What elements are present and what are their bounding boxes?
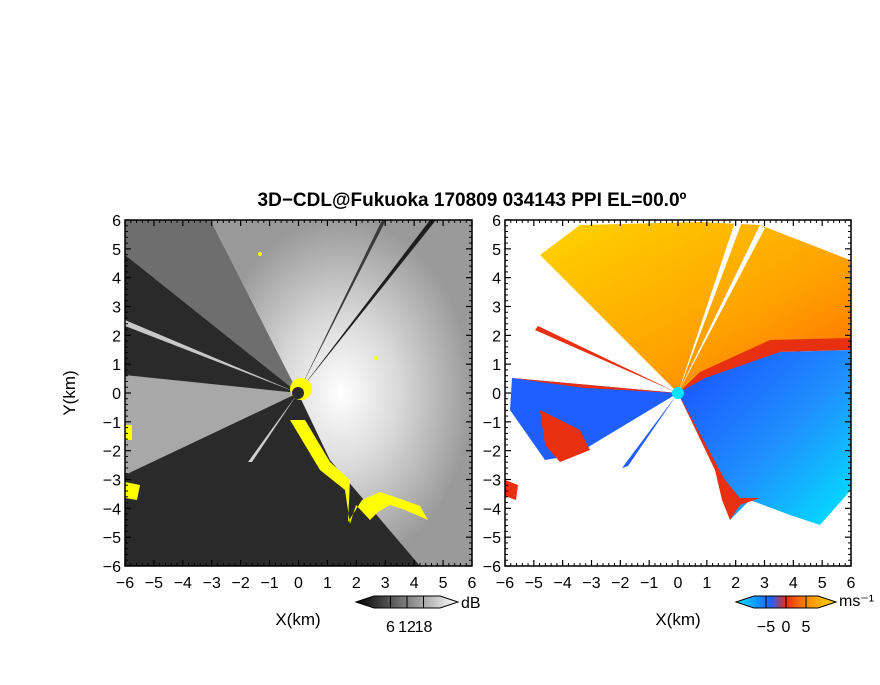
y-tick-label: −5 xyxy=(483,530,501,547)
y-tick-label: 6 xyxy=(492,213,501,230)
y-tick-label: −1 xyxy=(483,415,501,432)
x-tick-label: −5 xyxy=(145,575,163,592)
x-tick-label: −2 xyxy=(232,575,250,592)
y-tick-label: 2 xyxy=(492,328,501,345)
x-tick-label: −6 xyxy=(496,575,514,592)
velocity-x-tick-labels: −6 −5 −4 −3 −2 −1 0 1 2 3 4 5 6 xyxy=(496,575,856,592)
y-tick-label: 5 xyxy=(492,242,501,259)
x-tick-label: 4 xyxy=(789,575,798,592)
x-tick-label: 5 xyxy=(818,575,827,592)
y-tick-label: −1 xyxy=(103,415,121,432)
x-tick-label: 0 xyxy=(294,575,303,592)
y-tick-label: 3 xyxy=(112,300,121,317)
y-tick-label: −3 xyxy=(103,473,121,490)
velocity-colorbar: ms⁻¹ −5 0 5 xyxy=(734,593,874,636)
x-tick-label: 3 xyxy=(760,575,769,592)
x-tick-label: −2 xyxy=(611,575,629,592)
colorbar-tick-label: 0 xyxy=(782,619,791,636)
y-tick-label: −4 xyxy=(483,501,501,518)
colorbar-unit: ms⁻¹ xyxy=(839,593,874,610)
colorbar-tick-label: −5 xyxy=(757,619,775,636)
y-tick-label: −6 xyxy=(483,559,501,576)
y-tick-label: −5 xyxy=(103,530,121,547)
reflectivity-y-tick-labels: 6 5 4 3 2 1 0 −1 −2 −3 −4 −5 −6 xyxy=(103,213,121,576)
colorbar-tick-label: 5 xyxy=(802,619,811,636)
x-tick-label: −3 xyxy=(203,575,221,592)
y-tick-label: 0 xyxy=(492,386,501,403)
y-tick-label: −6 xyxy=(103,559,121,576)
y-tick-label: 0 xyxy=(112,386,121,403)
x-tick-label: 0 xyxy=(674,575,683,592)
y-tick-label: 6 xyxy=(112,213,121,230)
y-tick-label: 2 xyxy=(112,328,121,345)
reflectivity-panel: −6 −5 −4 −3 −2 −1 0 1 2 3 4 5 6 6543210−1−2−3−4−5−6 … xyxy=(60,213,481,636)
y-tick-label: 4 xyxy=(492,271,501,288)
velocity-axis-ticks xyxy=(504,219,852,567)
reflectivity-x-tick-labels: −6 −5 −4 −3 −2 −1 0 1 2 3 4 5 6 xyxy=(116,575,477,592)
velocity-image xyxy=(505,220,851,566)
x-tick-label: −1 xyxy=(260,575,278,592)
y-tick-label: 5 xyxy=(112,242,121,259)
x-tick-label: −4 xyxy=(174,575,192,592)
x-tick-label: 1 xyxy=(702,575,711,592)
colorbar-unit: dB xyxy=(461,595,481,612)
x-tick-label: −5 xyxy=(525,575,543,592)
reflectivity-image xyxy=(125,220,472,566)
y-tick-label: 1 xyxy=(492,357,501,374)
x-tick-label: 4 xyxy=(410,575,419,592)
colorbar-tick-label: 18 xyxy=(415,619,433,636)
colorbar-tick-label: 6 xyxy=(386,619,395,636)
velocity-panel: −6 −5 −4 −3 −2 −1 0 1 2 3 4 5 6 6543210−1−2−3−4−5−6 … xyxy=(483,213,874,636)
y-axis-label: Y(km) xyxy=(60,370,79,415)
x-tick-label: −3 xyxy=(582,575,600,592)
y-tick-label: −4 xyxy=(103,501,121,518)
x-axis-label: X(km) xyxy=(655,610,700,629)
x-tick-label: 5 xyxy=(439,575,448,592)
x-tick-label: 2 xyxy=(352,575,361,592)
chart-title: 3D−CDL@Fukuoka 170809 034143 PPI EL=00.0… xyxy=(258,190,687,211)
velocity-colorbar-ticks: −5 0 5 xyxy=(757,596,811,636)
x-tick-label: 1 xyxy=(323,575,332,592)
x-tick-label: 6 xyxy=(847,575,856,592)
y-tick-label: 1 xyxy=(112,357,121,374)
x-tick-label: 3 xyxy=(381,575,390,592)
y-tick-label: −2 xyxy=(483,444,501,461)
y-tick-label: −2 xyxy=(103,444,121,461)
y-tick-label: −3 xyxy=(483,473,501,490)
y-tick-label: 4 xyxy=(112,271,121,288)
velocity-y-tick-labels: 6 5 4 3 2 1 0 −1 −2 −3 −4 −5 −6 xyxy=(483,213,501,576)
x-axis-label: X(km) xyxy=(275,610,320,629)
x-tick-label: −4 xyxy=(554,575,572,592)
reflectivity-axis-ticks xyxy=(124,219,473,567)
x-tick-label: 2 xyxy=(731,575,740,592)
x-tick-label: −6 xyxy=(116,575,134,592)
colorbar-tick-label: 12 xyxy=(398,619,416,636)
y-tick-label: 3 xyxy=(492,300,501,317)
x-tick-label: 6 xyxy=(468,575,477,592)
x-tick-label: −1 xyxy=(640,575,658,592)
